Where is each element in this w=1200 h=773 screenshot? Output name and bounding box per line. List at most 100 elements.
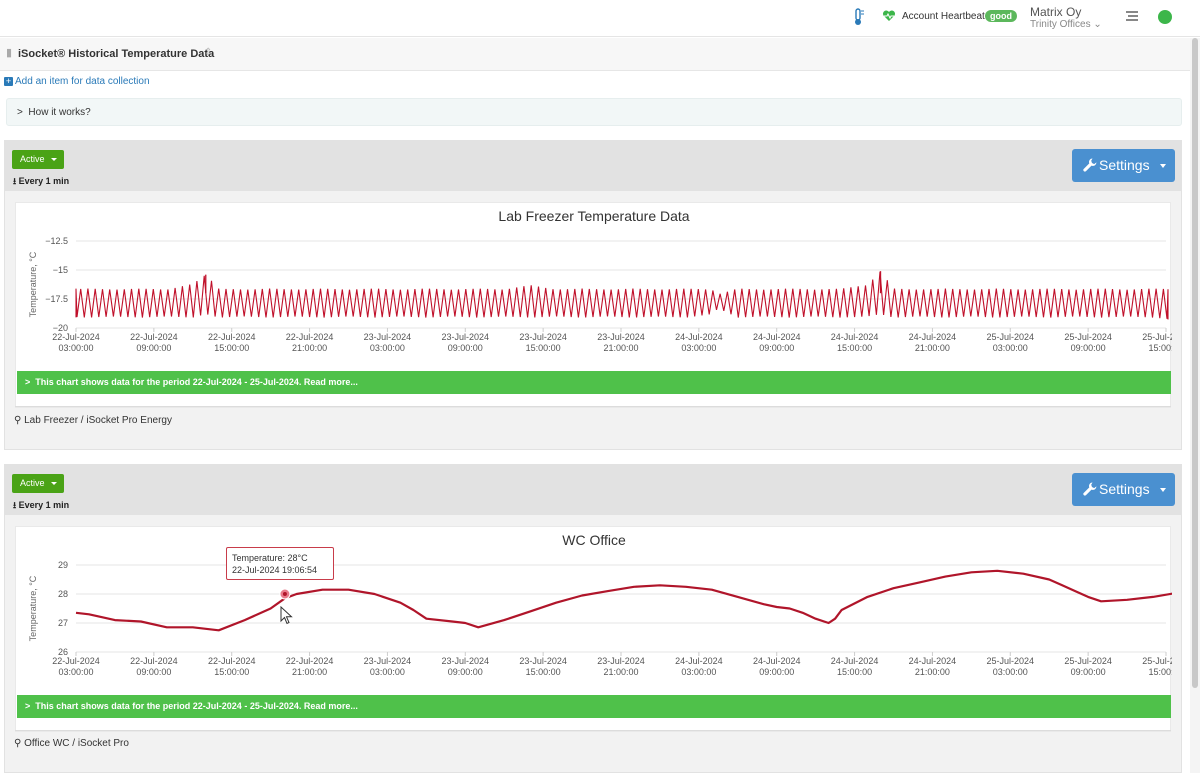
x-tick-label: 23-Jul-2024 — [597, 332, 645, 342]
x-tick-label: 15:00:00 — [837, 343, 872, 353]
scrollbar-thumb[interactable] — [1192, 38, 1198, 688]
x-tick-label: 03:00:00 — [58, 343, 93, 353]
y-axis-label: Temperature, °C — [28, 575, 38, 641]
x-tick-label: 24-Jul-2024 — [753, 656, 801, 666]
wrench-icon — [1083, 158, 1097, 172]
page-title: iSocket® Historical Temperature Data — [18, 48, 215, 60]
caret-down-icon — [51, 158, 57, 161]
list-menu-icon[interactable] — [1126, 11, 1138, 22]
x-tick-label: 09:00:00 — [759, 667, 794, 677]
map-pin-icon: ⚲ — [14, 415, 22, 426]
x-tick-label: 23-Jul-2024 — [442, 332, 490, 342]
add-item-link[interactable]: + Add an item for data collection — [4, 76, 150, 87]
tooltip-temperature: Temperature: 28°C — [232, 553, 308, 563]
x-tick-label: 21:00:00 — [292, 667, 327, 677]
heartbeat-status-badge: good — [985, 10, 1017, 22]
x-tick-label: 22-Jul-2024 — [52, 332, 100, 342]
series-line — [75, 271, 1169, 320]
caret-down-icon — [1160, 164, 1166, 168]
chart-title: Lab Freezer Temperature Data — [498, 208, 689, 224]
y-tick-label: −15 — [53, 265, 68, 275]
socket-icon: ▮ — [6, 47, 13, 59]
y-tick-label: 28 — [58, 589, 68, 599]
x-tick-label: 15:00:00 — [526, 343, 561, 353]
x-tick-label: 09:00:00 — [1071, 343, 1106, 353]
connection-status-indicator — [1158, 10, 1172, 24]
x-tick-label: 22-Jul-2024 — [208, 656, 256, 666]
x-tick-label: 25-Jul-2024 — [1142, 332, 1172, 342]
x-tick-label: 22-Jul-2024 — [286, 656, 334, 666]
wc-office-chart[interactable]: WC Office 29 28 27 26 Temperature, °C 22-Jul-2… — [16, 527, 1172, 693]
x-tick-label: 03:00:00 — [370, 667, 405, 677]
y-tick-label: 29 — [58, 560, 68, 570]
x-tick-label: 09:00:00 — [1071, 667, 1106, 677]
how-it-works-toggle[interactable]: > How it works? — [6, 98, 1182, 126]
x-tick-label: 25-Jul-2024 — [1064, 656, 1112, 666]
thermometer-icon[interactable] — [852, 8, 866, 26]
status-label: Active — [20, 478, 45, 488]
x-tick-label: 15:00:00 — [1148, 343, 1172, 353]
org-location-dropdown[interactable]: Trinity Offices ⌄ — [1030, 19, 1102, 30]
y-tick-label: −20 — [53, 323, 68, 333]
x-tick-label: 23-Jul-2024 — [442, 656, 490, 666]
settings-label: Settings — [1099, 157, 1150, 173]
period-notice-banner[interactable]: > This chart shows data for the period 2… — [17, 695, 1171, 718]
x-tick-label: 24-Jul-2024 — [831, 332, 879, 342]
x-tick-label: 22-Jul-2024 — [286, 332, 334, 342]
x-tick-label: 21:00:00 — [603, 667, 638, 677]
x-tick-label: 24-Jul-2024 — [675, 656, 723, 666]
x-tick-label: 22-Jul-2024 — [52, 656, 100, 666]
y-tick-label: −12.5 — [45, 236, 68, 246]
x-tick-label: 15:00:00 — [837, 667, 872, 677]
interval-label: ⭳ Every 1 min — [13, 500, 70, 510]
caret-down-icon — [1160, 488, 1166, 492]
status-dropdown-button[interactable]: Active — [12, 474, 64, 493]
x-tick-label: 24-Jul-2024 — [753, 332, 801, 342]
x-tick-label: 21:00:00 — [915, 667, 950, 677]
status-dropdown-button[interactable]: Active — [12, 150, 64, 169]
settings-button[interactable]: Settings — [1072, 149, 1175, 182]
lab-freezer-chart[interactable]: Lab Freezer Temperature Data −12.5 −15 −17.… — [16, 203, 1172, 369]
location-label: ⚲ Office WC / iSocket Pro — [14, 738, 129, 749]
heartbeat-icon — [882, 10, 896, 21]
panel-header: Active ⭳ Every 1 min Settings — [5, 465, 1181, 515]
x-tick-label: 09:00:00 — [448, 667, 483, 677]
mouse-cursor-icon — [280, 606, 293, 625]
panel-header: Active ⭳ Every 1 min Settings — [5, 141, 1181, 191]
x-tick-label: 03:00:00 — [993, 343, 1028, 353]
map-pin-icon: ⚲ — [14, 738, 22, 749]
x-tick-label: 09:00:00 — [759, 343, 794, 353]
x-tick-label: 09:00:00 — [448, 343, 483, 353]
y-tick-label: 26 — [58, 647, 68, 657]
status-label: Active — [20, 154, 45, 164]
account-heartbeat-label[interactable]: Account Heartbeat — [902, 11, 985, 22]
highlighted-point-center — [282, 592, 287, 596]
x-tick-label: 15:00:00 — [1148, 667, 1172, 677]
org-name[interactable]: Matrix Oy — [1030, 5, 1082, 19]
x-tick-label: 09:00:00 — [136, 667, 171, 677]
x-tick-label: 15:00:00 — [214, 667, 249, 677]
wrench-icon — [1083, 482, 1097, 496]
x-tick-label: 15:00:00 — [526, 667, 561, 677]
x-tick-label: 22-Jul-2024 — [130, 656, 178, 666]
x-tick-label: 25-Jul-2024 — [1064, 332, 1112, 342]
x-tick-label: 23-Jul-2024 — [519, 656, 567, 666]
x-tick-label: 23-Jul-2024 — [597, 656, 645, 666]
period-notice-text: This chart shows data for the period 22-… — [35, 701, 358, 711]
settings-button[interactable]: Settings — [1072, 473, 1175, 506]
period-notice-text: This chart shows data for the period 22-… — [35, 377, 358, 387]
page-scrollbar[interactable] — [1190, 38, 1200, 773]
sort-icon[interactable]: ⇕ — [204, 47, 213, 58]
how-it-works-label: > How it works? — [17, 107, 91, 118]
x-tick-label: 21:00:00 — [603, 343, 638, 353]
divider — [15, 730, 1171, 731]
x-tick-label: 24-Jul-2024 — [831, 656, 879, 666]
x-tick-label: 25-Jul-2024 — [987, 656, 1035, 666]
x-tick-label: 25-Jul-2024 — [1142, 656, 1172, 666]
x-tick-label: 23-Jul-2024 — [364, 332, 412, 342]
x-tick-label: 03:00:00 — [681, 667, 716, 677]
x-tick-label: 03:00:00 — [993, 667, 1028, 677]
period-notice-banner[interactable]: > This chart shows data for the period 2… — [17, 371, 1171, 394]
x-tick-label: 24-Jul-2024 — [675, 332, 723, 342]
plus-icon: + — [4, 76, 13, 86]
